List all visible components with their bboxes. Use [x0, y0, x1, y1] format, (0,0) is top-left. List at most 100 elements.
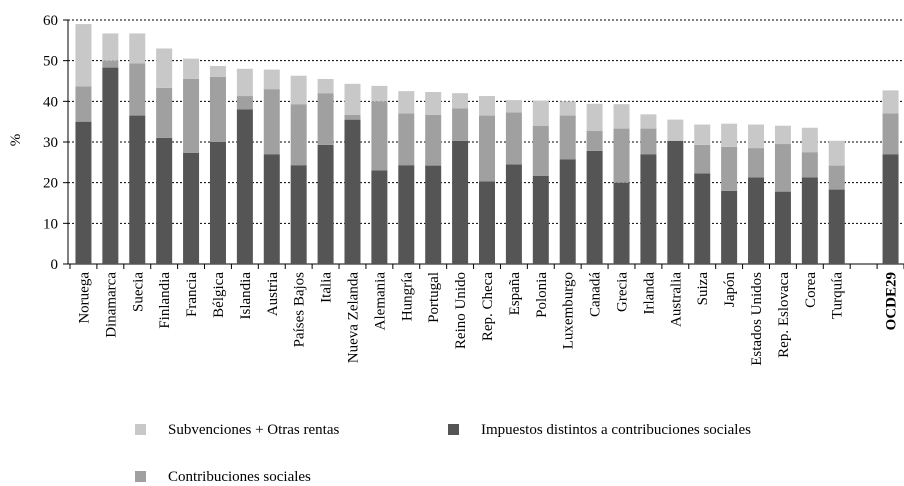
bar-segment	[156, 87, 173, 138]
bar-segment	[505, 100, 522, 113]
bar-segment	[882, 90, 899, 114]
bar-segment	[102, 67, 119, 264]
bar-segment	[263, 69, 280, 90]
bar-segment	[290, 165, 307, 264]
bar-segment	[129, 33, 146, 64]
bar-segment	[748, 177, 765, 264]
bar-segment	[774, 125, 791, 145]
x-tick-label: Hungría	[399, 272, 415, 321]
bar-segment	[640, 128, 657, 155]
x-tick-label: OCDE29	[884, 272, 900, 330]
y-tick-label: 50	[43, 54, 58, 70]
bar-segment	[532, 175, 549, 264]
bar-segment	[452, 140, 469, 264]
bar-segment	[828, 140, 845, 166]
bar-segment	[75, 86, 92, 122]
x-tick-label: Suiza	[695, 272, 711, 306]
x-tick-label: Países Bajos	[292, 272, 308, 348]
x-tick-label: Corea	[803, 272, 819, 308]
bar-segment	[505, 112, 522, 165]
bar-segment	[613, 128, 630, 183]
x-tick-label: Japón	[722, 272, 738, 307]
bar-segment	[129, 115, 146, 264]
bar-segment	[801, 152, 818, 178]
x-tick-label: Irlanda	[641, 272, 657, 315]
y-tick-label: 40	[43, 94, 58, 110]
bar-segment	[532, 125, 549, 176]
bar-segment	[317, 78, 334, 94]
bar-segment	[559, 101, 576, 116]
bar-segment	[156, 137, 173, 264]
bar-segment	[667, 140, 684, 264]
x-tick-label: Portugal	[426, 272, 442, 323]
bar-segment	[748, 124, 765, 149]
bar-segment	[748, 148, 765, 178]
x-tick-label: Polonia	[534, 272, 550, 318]
x-tick-label: Canadá	[588, 272, 604, 317]
bar-segment	[425, 91, 442, 115]
bar-segment	[882, 113, 899, 155]
bar-segment	[774, 191, 791, 264]
bar-segment	[694, 173, 711, 264]
legend-swatch	[135, 424, 146, 435]
bar-segment	[263, 154, 280, 264]
bar-segment	[209, 142, 226, 264]
bar-segment	[236, 68, 253, 97]
y-tick-label: 0	[51, 257, 59, 273]
bar-segment	[586, 103, 603, 132]
bar-segment	[183, 78, 200, 153]
bar-segment	[236, 96, 253, 110]
x-tick-label: Rep. Eslovaca	[776, 272, 792, 358]
bar-segment	[801, 177, 818, 264]
y-tick-label: 10	[43, 216, 58, 232]
legend-swatch	[448, 424, 459, 435]
bar-segment	[721, 123, 738, 147]
x-tick-label: Turquía	[830, 272, 846, 319]
bar-segment	[479, 96, 495, 116]
y-tick-label: 30	[43, 135, 58, 151]
legend-swatch	[135, 471, 146, 482]
bar-segment	[694, 144, 711, 174]
x-tick-label: Estados Unidos	[749, 272, 765, 366]
bar-segment	[371, 170, 388, 264]
bar-segment	[425, 165, 442, 264]
x-tick-label: Austria	[265, 272, 281, 317]
legend-label: Subvenciones + Otras rentas	[168, 422, 339, 438]
x-tick-label: Suecia	[130, 272, 146, 312]
legend-label: Contribuciones sociales	[168, 469, 311, 485]
bar-segment	[183, 152, 200, 264]
x-tick-label: España	[507, 272, 523, 316]
x-tick-label: Francia	[184, 272, 200, 317]
bar-segment	[452, 93, 469, 109]
bar-segment	[102, 60, 119, 68]
bar-segment	[425, 114, 442, 166]
bar-segment	[290, 75, 307, 105]
bar-segment	[452, 108, 469, 141]
bar-segment	[263, 89, 280, 155]
bar-segment	[398, 165, 415, 264]
x-tick-label: Dinamarca	[103, 272, 119, 338]
x-tick-label: Italia	[319, 272, 335, 303]
x-tick-label: Grecia	[615, 272, 631, 312]
x-tick-label: Bélgica	[211, 272, 227, 318]
bar-segment	[209, 76, 226, 142]
bar-segment	[209, 65, 226, 77]
bar-segment	[75, 24, 92, 87]
x-tick-label: Luxemburgo	[561, 272, 577, 349]
bar-segment	[398, 91, 415, 114]
bar-segment	[183, 58, 200, 79]
bar-segment	[640, 154, 657, 264]
bar-segment	[828, 189, 845, 264]
bar-segment	[774, 144, 791, 192]
bar-segment	[344, 114, 361, 120]
bar-segment	[721, 146, 738, 191]
bar-segment	[882, 154, 899, 264]
bar-segment	[371, 101, 388, 171]
x-tick-label: Finlandia	[157, 272, 173, 329]
bar-segment	[613, 182, 630, 264]
bar-segment	[371, 85, 388, 102]
bar-segment	[317, 144, 334, 264]
bar-segment	[721, 190, 738, 264]
bar-segment	[479, 181, 495, 264]
